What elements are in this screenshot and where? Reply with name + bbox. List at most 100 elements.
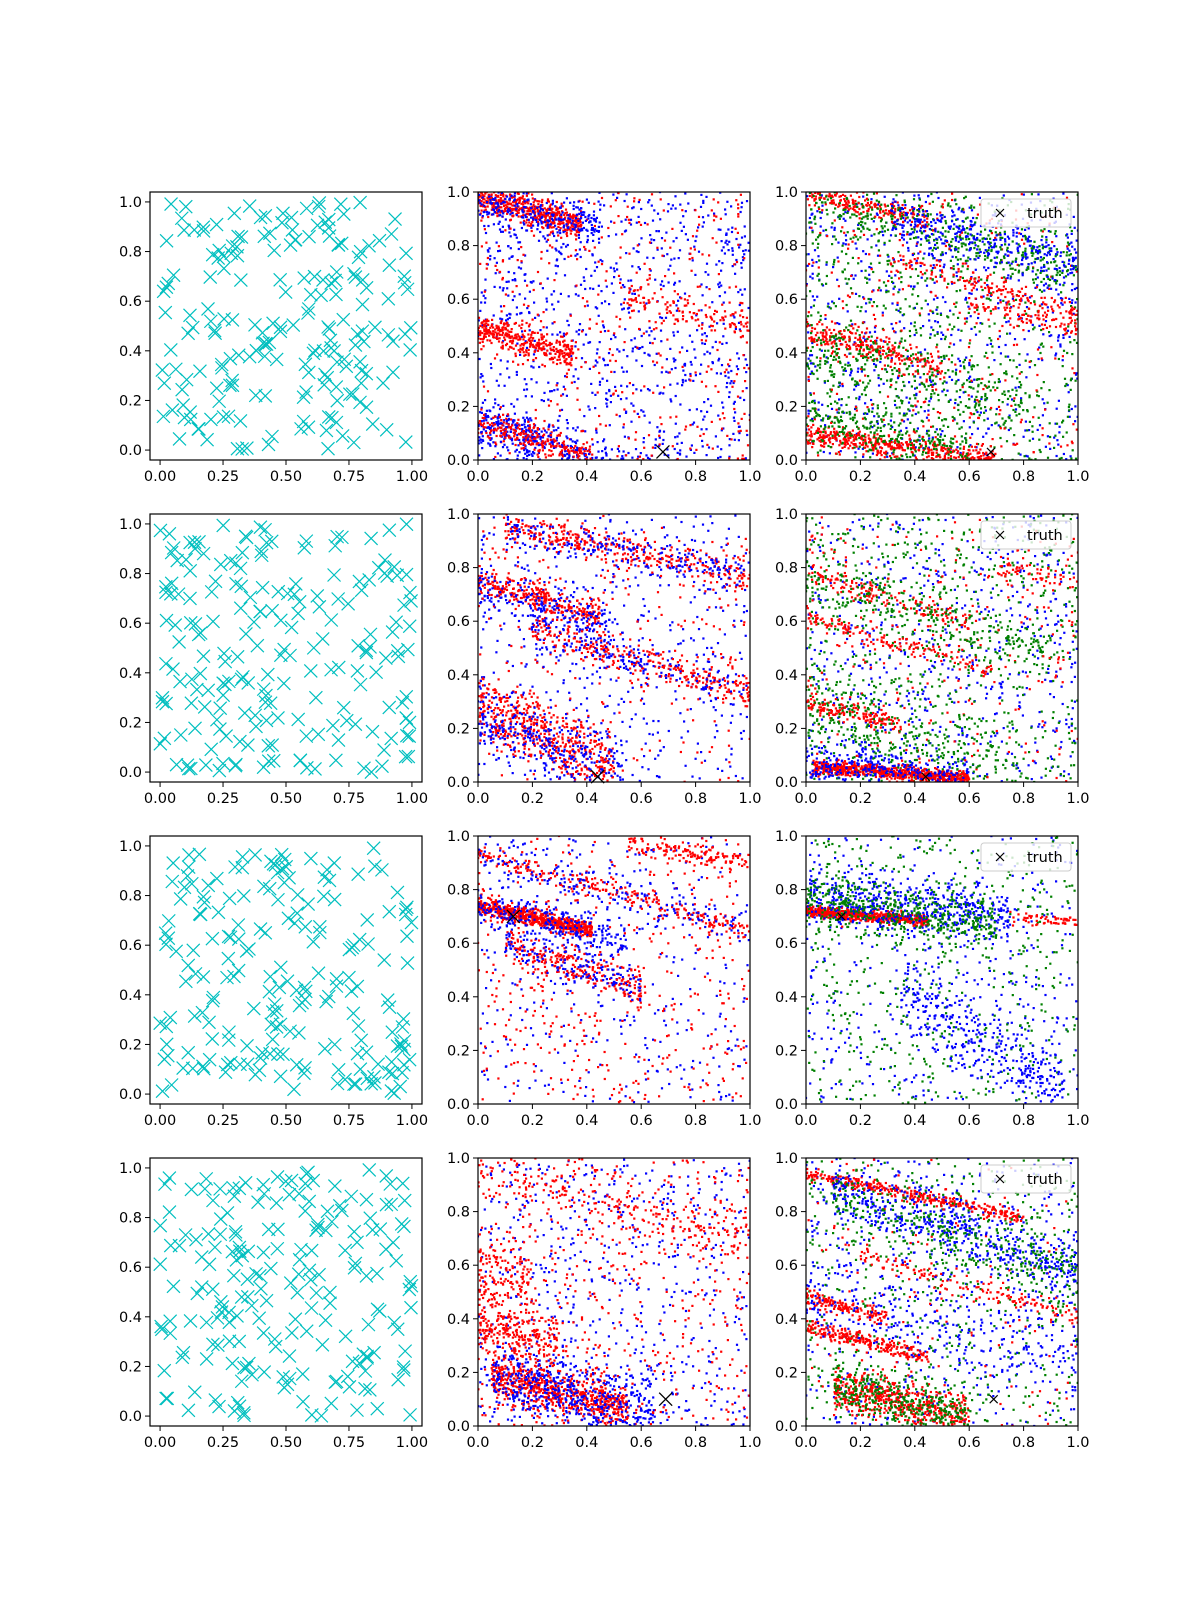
point-green [819,363,822,366]
point-green [904,214,907,217]
point-red [963,279,966,282]
point-red [488,437,491,440]
point-red [542,345,545,348]
point-blue [513,278,517,281]
point-blue [590,228,593,231]
point-red [482,385,486,388]
x-marker [353,244,368,259]
point-green [947,369,950,372]
point-red [528,426,531,429]
point-green [901,400,904,403]
point-green [954,198,957,201]
x-marker [259,337,274,352]
point-blue [914,446,917,449]
point-green [868,348,871,351]
point-blue [506,360,509,363]
point-red [534,408,537,412]
point-red [539,282,542,285]
point-green [907,408,910,411]
point-blue [622,307,625,310]
point-blue [576,439,579,442]
point-red [721,412,724,415]
point-red [548,233,551,236]
point-red [552,226,555,229]
x-marker [356,334,371,349]
point-green [859,310,862,313]
point-red [517,338,520,341]
point-red [553,279,556,282]
point-red [524,342,527,345]
point-blue [588,341,592,344]
point-blue [525,411,528,414]
point-green [1006,332,1009,335]
point-blue [566,226,569,229]
point-blue [548,425,551,428]
point-red [715,310,718,313]
point-red [505,417,508,420]
point-red [550,449,553,453]
point-red [944,244,947,248]
point-blue [718,357,721,360]
point-red [564,359,567,362]
point-blue [737,425,741,428]
point-blue [1074,301,1077,304]
point-blue [532,353,536,356]
point-green [1021,251,1025,254]
point-red [486,339,489,342]
x-marker [299,201,314,216]
point-blue [586,235,589,238]
point-red [729,314,732,317]
point-blue [599,203,602,206]
point-blue [580,357,584,360]
point-blue [637,215,640,218]
point-red [585,441,589,444]
point-red [507,423,510,426]
point-blue [610,282,613,285]
point-blue [522,457,525,460]
point-blue [496,452,499,455]
point-green [860,217,864,220]
point-red [711,447,714,450]
point-red [878,279,881,282]
x-marker [397,269,412,284]
point-red [554,439,557,442]
point-red [628,287,631,290]
point-red [578,447,581,450]
point-blue [581,221,584,224]
point-blue [743,253,746,256]
point-red [694,319,697,322]
point-blue [596,348,599,351]
point-blue [521,208,524,211]
point-blue [834,338,837,341]
point-green [930,269,933,272]
point-blue [554,264,557,267]
point-red [478,196,480,199]
point-red [710,209,713,212]
point-red [564,216,567,219]
point-blue [516,457,519,460]
point-red [491,333,494,336]
point-red [479,422,482,425]
point-blue [732,381,735,385]
point-red [927,413,930,416]
point-red [737,422,740,425]
point-blue [502,200,505,203]
point-blue [567,214,570,217]
point-green [1028,457,1031,460]
point-blue [832,266,835,269]
point-blue [530,226,533,229]
point-red [678,351,681,354]
point-red [1065,196,1069,199]
point-blue [510,437,513,440]
point-red [507,202,511,205]
point-blue [739,396,742,399]
point-red [503,338,507,341]
point-blue [605,454,608,457]
point-blue [586,241,589,244]
point-blue [862,455,865,458]
point-red [724,315,727,318]
point-blue [718,281,721,284]
point-green [1037,416,1040,419]
point-blue [993,242,996,245]
point-red [550,444,553,447]
